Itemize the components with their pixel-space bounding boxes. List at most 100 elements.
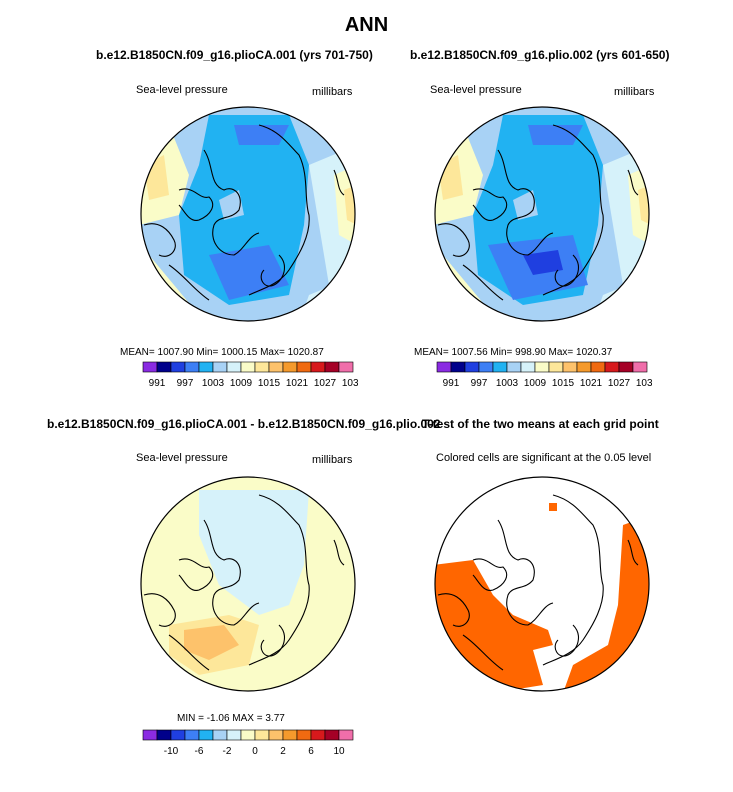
panel-2-colorbar-box-7 [534, 361, 550, 373]
panel-3-right-label: millibars [312, 454, 353, 466]
panel-1-map [140, 106, 356, 322]
panel-2-left-label: Sea-level pressure [430, 84, 522, 96]
panel-3-colorbar-label-6: 10 [333, 746, 345, 757]
panel-2-colorbar-box-6 [520, 361, 536, 373]
panel-1-colorbar-label-7: 1033 [342, 378, 358, 389]
panel-3-map [140, 476, 356, 692]
panel-1-colorbar-box-7 [240, 361, 256, 373]
panel-3-colorbar-box-8 [254, 729, 270, 741]
panel-2-colorbar-label-1: 997 [471, 378, 488, 389]
panel-1-coastlines [143, 124, 345, 301]
panel-3-colorbar-box-4 [198, 729, 214, 741]
panel-2-colorbar-box-13 [618, 361, 634, 373]
panel-2-colorbar-label-6: 1027 [608, 378, 631, 389]
page-title: ANN [344, 14, 389, 36]
panel-4-map [434, 476, 650, 692]
panel-1-colorbar-box-5 [212, 361, 228, 373]
panel-3-coastlines [143, 494, 345, 671]
panel-2-colorbar-box-8 [548, 361, 564, 373]
panel-1-colorbar-box-10 [282, 361, 298, 373]
panel-1-colorbar-box-6 [226, 361, 242, 373]
panel-1-colorbar-box-1 [156, 361, 172, 373]
panel-4-field-significant-north-cell [549, 503, 557, 511]
panel-3-colorbar-label-4: 2 [280, 746, 286, 757]
panel-3-colorbar-label-5: 6 [308, 746, 314, 757]
panel-1-colorbar-box-14 [338, 361, 354, 373]
panel-2-colorbar-label-4: 1015 [552, 378, 575, 389]
panel-1-colorbar-box-4 [198, 361, 214, 373]
panel-2-field-greenland-patch [513, 190, 538, 220]
panel-2-colorbar-box-10 [576, 361, 592, 373]
panel-3-colorbar-label-2: -2 [223, 746, 232, 757]
panel-1-colorbar-label-2: 1003 [202, 378, 225, 389]
panel-1-colorbar-box-11 [296, 361, 312, 373]
panel-3-colorbar-box-14 [338, 729, 354, 741]
panel-1-stats: MEAN= 1007.90 Min= 1000.15 Max= 1020.87 [120, 347, 324, 358]
panel-1-colorbar-box-0 [142, 361, 158, 373]
panel-3-title: b.e12.B1850CN.f09_g16.plioCA.001 - b.e12… [47, 417, 441, 431]
panel-4-left-label: Colored cells are significant at the 0.0… [436, 452, 652, 464]
panel-2-colorbar-label-0: 991 [443, 378, 460, 389]
panel-1-colorbar-label-3: 1009 [230, 378, 253, 389]
panel-2-colorbar-box-11 [590, 361, 606, 373]
panel-1-colorbar-box-13 [324, 361, 340, 373]
panel-3-colorbar-box-3 [184, 729, 200, 741]
panel-2-coastlines [437, 124, 639, 301]
panel-1-left-label: Sea-level pressure [136, 84, 228, 96]
panel-2-field-deepblue-north [528, 125, 583, 145]
panel-3-colorbar-box-1 [156, 729, 172, 741]
panel-1-colorbar-box-9 [268, 361, 284, 373]
panel-2-title: b.e12.B1850CN.f09_g16.plio.002 (yrs 601-… [410, 48, 670, 62]
panel-3-colorbar-box-11 [296, 729, 312, 741]
panel-2-colorbar-box-3 [478, 361, 494, 373]
panel-1-colorbar-label-4: 1015 [258, 378, 281, 389]
panel-2-colorbar-label-5: 1021 [580, 378, 603, 389]
panel-1-title: b.e12.B1850CN.f09_g16.plioCA.001 (yrs 70… [96, 48, 373, 62]
panel-3-colorbar-box-6 [226, 729, 242, 741]
panel-2-colorbar-box-0 [436, 361, 452, 373]
panel-3-field-orange [184, 625, 239, 660]
panel-3-map-border [140, 476, 356, 692]
panel-2-map [434, 106, 650, 322]
panel-3-colorbar-box-5 [212, 729, 228, 741]
panel-2-right-label: millibars [614, 86, 655, 98]
panel-1-colorbar: 991 997 1003 1009 1015 1021 1027 1033 [142, 361, 358, 389]
panel-3-colorbar-box-2 [170, 729, 186, 741]
panel-3-colorbar: -10 -6 -2 0 2 6 10 [142, 729, 354, 757]
panel-3-colorbar-label-0: -10 [164, 746, 179, 757]
panel-1-colorbar-label-6: 1027 [314, 378, 337, 389]
panel-3-field-lightblue [199, 490, 309, 615]
panel-1-map-border [140, 106, 356, 322]
panel-3-colorbar-box-7 [240, 729, 256, 741]
panel-1-right-label: millibars [312, 86, 353, 98]
panel-2-stats: MEAN= 1007.56 Min= 998.90 Max= 1020.37 [414, 347, 613, 358]
panel-2-colorbar-label-7: 1033 [636, 378, 652, 389]
panel-2-field-darkblue-core [523, 250, 563, 275]
panel-1-colorbar-box-12 [310, 361, 326, 373]
panel-3-colorbar-box-12 [310, 729, 326, 741]
panel-1-colorbar-label-0: 991 [149, 378, 166, 389]
panel-1-colorbar-box-8 [254, 361, 270, 373]
panel-2-colorbar-label-3: 1009 [524, 378, 547, 389]
panel-1-field-deepblue-north [234, 125, 289, 145]
panel-2-colorbar-box-14 [632, 361, 648, 373]
panel-1-colorbar-label-1: 997 [177, 378, 194, 389]
panel-3-colorbar-box-13 [324, 729, 340, 741]
panel-3-left-label: Sea-level pressure [136, 452, 228, 464]
panel-3-stats: MIN = -1.06 MAX = 3.77 [177, 713, 285, 724]
panel-1-field-greenland-patch [219, 190, 244, 220]
panel-3-colorbar-box-0 [142, 729, 158, 741]
panel-2-colorbar: 991 997 1003 1009 1015 1021 1027 1033 [436, 361, 652, 389]
panel-1-colorbar-label-5: 1021 [286, 378, 309, 389]
panel-4-coastlines [437, 494, 639, 671]
panel-3-colorbar-box-10 [282, 729, 298, 741]
panel-2-colorbar-box-4 [492, 361, 508, 373]
panel-3-colorbar-box-9 [268, 729, 284, 741]
panel-2-colorbar-box-12 [604, 361, 620, 373]
panel-2-colorbar-label-2: 1003 [496, 378, 519, 389]
panel-3-colorbar-label-1: -6 [195, 746, 204, 757]
panel-1-colorbar-box-2 [170, 361, 186, 373]
panel-2-map-border [434, 106, 650, 322]
panel-2-colorbar-box-2 [464, 361, 480, 373]
panel-1-colorbar-box-3 [184, 361, 200, 373]
